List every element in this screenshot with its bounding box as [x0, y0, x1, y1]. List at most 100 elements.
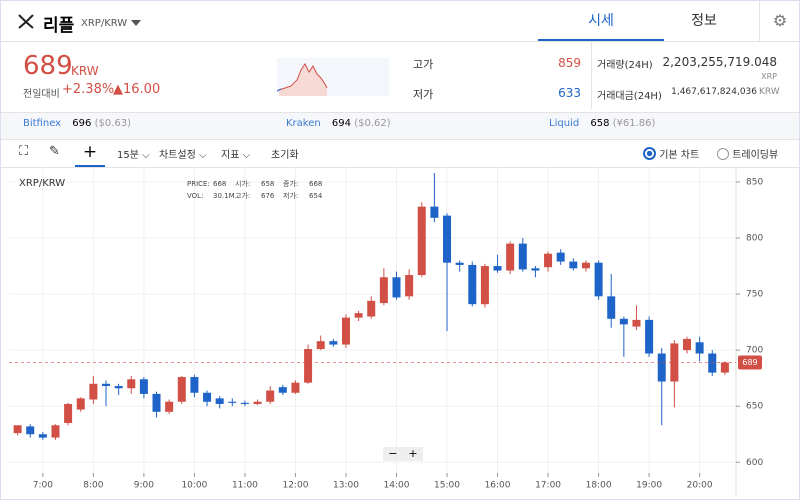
- x-tick-label: 10:00: [181, 481, 207, 491]
- candle-body: [645, 319, 654, 354]
- y-tick-label: 600: [746, 458, 763, 468]
- interval[interactable]: 15분 ⌵: [117, 150, 150, 161]
- change-pct: +2.38%: [62, 82, 115, 97]
- zoom: − +: [383, 447, 423, 461]
- info-cell: 658: [261, 180, 275, 188]
- draw-icon[interactable]: ✎: [49, 144, 60, 159]
- chart-settings[interactable]: 차트설정 ⌵: [159, 150, 207, 161]
- candle-body: [682, 338, 691, 351]
- settings-icon[interactable]: ⚙: [759, 1, 799, 41]
- zoom-out[interactable]: −: [388, 447, 398, 460]
- info-cell: 654: [309, 192, 323, 200]
- info-cell: 시가:: [235, 180, 251, 188]
- candle-body: [215, 398, 224, 404]
- indicator[interactable]: 지표 ⌵: [221, 150, 251, 161]
- candle-body: [266, 390, 275, 402]
- candle-body: [139, 379, 148, 394]
- candle-body: [127, 379, 136, 389]
- candle-body: [253, 401, 262, 404]
- y-tick-label: 700: [746, 346, 763, 356]
- exchange: Liquid 658 (¥61.86): [549, 118, 655, 129]
- candle-body: [291, 382, 300, 393]
- x-tick-label: 20:00: [687, 481, 713, 491]
- low: 633: [558, 86, 581, 100]
- info-cell: 저가:: [283, 192, 299, 200]
- amount: 1,467,617,824,036: [671, 87, 757, 97]
- last-price-label: 689: [742, 358, 757, 367]
- candle-body: [38, 434, 47, 438]
- candle-body: [203, 392, 212, 402]
- candle-body: [531, 268, 540, 271]
- y-tick-label: 800: [746, 234, 763, 244]
- y-tick-label: 650: [746, 402, 763, 412]
- volume-label: 거래량(24H): [597, 60, 653, 71]
- exchange-sub: (¥61.86): [612, 118, 656, 129]
- currency: KRW: [71, 64, 99, 78]
- candle-body: [443, 215, 452, 263]
- info-cell: VOL:: [187, 192, 204, 200]
- x-tick-label: 16:00: [485, 481, 511, 491]
- radio-basic[interactable]: 기본 차트: [643, 146, 699, 161]
- amount-label: 거래대금(24H): [597, 91, 662, 102]
- tab[interactable]: 시세: [538, 1, 664, 41]
- zoom-in[interactable]: +: [408, 447, 418, 460]
- settings-text: 차트설정: [159, 150, 196, 161]
- candle-body: [13, 425, 22, 434]
- candle-body: [228, 401, 237, 403]
- candle-body: [708, 353, 717, 373]
- info-cell: 668: [213, 180, 227, 188]
- info-cell: PRICE:: [187, 180, 210, 188]
- info-cell: 고가:: [235, 192, 251, 200]
- interval-text: 15분: [117, 150, 139, 161]
- chart: 600 650 700 750 800 850 7:00 8:00 9:00 10:00 11:00…: [9, 167, 763, 497]
- candle-body: [165, 401, 174, 412]
- coin-pair: XRP/KRW: [81, 18, 128, 29]
- radio-tv[interactable]: 트레이딩뷰: [717, 146, 778, 161]
- candle-body: [480, 266, 489, 305]
- coin-name: 리플: [43, 16, 75, 36]
- candle-body: [329, 341, 338, 345]
- info-cell: 668: [309, 180, 323, 188]
- candle-body: [468, 264, 477, 305]
- candle-body: [240, 402, 249, 404]
- dropdown[interactable]: [130, 19, 142, 27]
- exchange-sub: ($0.63): [94, 118, 131, 129]
- candle-body: [581, 262, 590, 269]
- radio-label: 기본 차트: [659, 150, 700, 161]
- high: 859: [558, 56, 581, 70]
- change-abs: ▲16.00: [113, 82, 161, 97]
- tab[interactable]: 정보: [691, 13, 717, 29]
- reset[interactable]: 초기화: [271, 150, 299, 161]
- x-tick-label: 8:00: [83, 481, 103, 491]
- candle-body: [64, 403, 73, 424]
- x-tick-label: 9:00: [134, 481, 154, 491]
- x-tick-label: 7:00: [33, 481, 53, 491]
- x-tick-label: 14:00: [384, 481, 410, 491]
- candle-body: [493, 266, 502, 271]
- exchange: Kraken 694 ($0.62): [286, 118, 391, 129]
- exchange: Bitfinex 696 ($0.63): [23, 118, 131, 129]
- candle-body: [455, 262, 464, 265]
- divider: [591, 41, 592, 109]
- candle-body: [114, 386, 123, 389]
- indicator-text: 지표: [221, 150, 240, 161]
- candle-body: [619, 318, 628, 325]
- sparkline: [277, 58, 389, 96]
- x-tick-label: 15:00: [434, 481, 460, 491]
- candle-body: [177, 377, 186, 402]
- volume-unit: XRP: [761, 72, 777, 81]
- candle-body: [518, 243, 527, 270]
- candle-body: [304, 349, 313, 383]
- x-tick-label: 12:00: [282, 481, 308, 491]
- y-tick-label: 850: [746, 177, 763, 187]
- candle-body: [720, 362, 729, 373]
- fullscreen-icon[interactable]: ⛶: [19, 144, 29, 159]
- candle-body: [544, 253, 553, 268]
- crosshair-icon[interactable]: +: [75, 139, 105, 167]
- candle-body: [695, 342, 704, 354]
- xrp-logo: [18, 14, 34, 29]
- info-row: VOL: 30.1M고가: 676 저가: 654: [187, 190, 331, 202]
- x-tick-label: 19:00: [636, 481, 662, 491]
- candle-body: [632, 319, 641, 327]
- exchange-price: 696: [72, 118, 92, 129]
